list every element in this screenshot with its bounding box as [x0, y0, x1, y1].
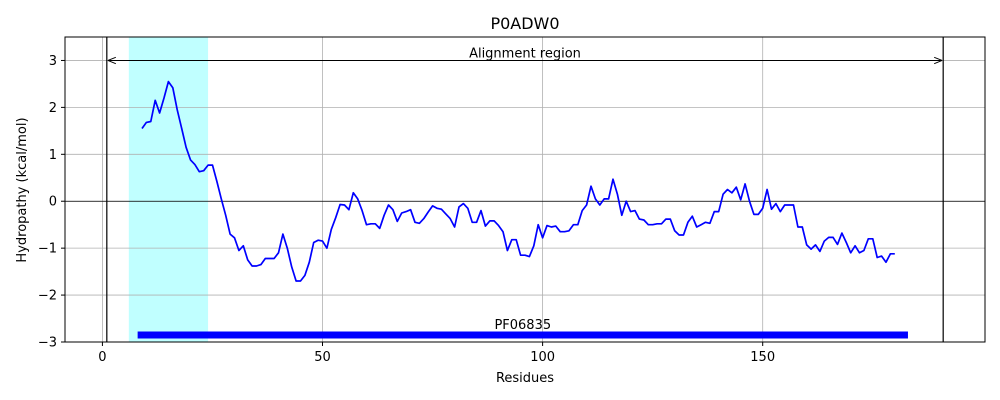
y-tick-label: 1 [49, 148, 57, 163]
x-axis-ticks: 0 50 100 150 [98, 342, 775, 365]
x-tick-label: 100 [530, 350, 555, 365]
series-layer [141, 80, 895, 282]
y-tick-label: 0 [49, 195, 57, 210]
x-axis-label: Residues [496, 371, 554, 386]
x-tick-label: 0 [98, 350, 106, 365]
y-tick-label: 2 [49, 101, 57, 116]
x-tick-label: 50 [314, 350, 331, 365]
plot-frame [64, 36, 986, 343]
x-tick-label: 150 [750, 350, 775, 365]
y-axis-ticks: −3 −2 −1 0 1 2 3 [38, 54, 65, 351]
alignment-region-label: Alignment region [469, 46, 581, 61]
y-tick-label: 3 [49, 54, 57, 69]
signal-highlight-region [128, 37, 209, 342]
y-axis-label: Hydropathy (kcal/mol) [15, 117, 30, 262]
plot-area [65, 37, 985, 342]
hydropathy-series-line [141, 80, 895, 282]
y-tick-label: −1 [38, 242, 57, 257]
y-tick-label: −2 [38, 289, 57, 304]
y-tick-label: −3 [38, 336, 57, 351]
chart-title: P0ADW0 [490, 14, 559, 33]
domain-label: PF06835 [494, 318, 551, 333]
